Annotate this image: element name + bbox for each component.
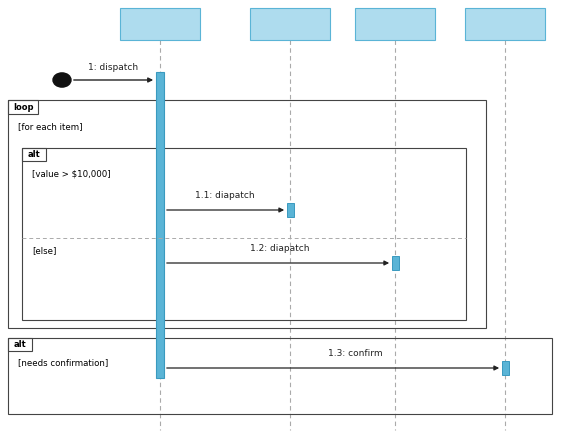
Text: alt: alt: [28, 150, 41, 159]
Bar: [502, 361, 509, 375]
Bar: [120, 8, 200, 40]
Text: Regular :
Distributor: Regular : Distributor: [371, 14, 419, 34]
Bar: [287, 203, 294, 217]
Bar: [465, 8, 545, 40]
Bar: [8, 338, 32, 351]
Bar: [8, 338, 552, 414]
Circle shape: [53, 73, 71, 87]
Text: 1.3: confirm: 1.3: confirm: [328, 349, 382, 358]
Bar: [355, 8, 435, 40]
Text: 1: dispatch: 1: dispatch: [88, 63, 138, 72]
Text: 1.2: diapatch: 1.2: diapatch: [250, 244, 310, 253]
Bar: [8, 100, 38, 114]
Text: [value > $10,000]: [value > $10,000]: [32, 170, 111, 179]
Bar: [250, 8, 330, 40]
Text: loop: loop: [13, 103, 33, 111]
Text: [for each item]: [for each item]: [18, 122, 82, 131]
Text: Careful :
Distributor: Careful : Distributor: [266, 14, 314, 34]
Bar: [8, 100, 486, 328]
Text: : Messenger: : Messenger: [478, 20, 532, 28]
Text: 1.1: diapatch: 1.1: diapatch: [195, 191, 255, 200]
Text: alt: alt: [14, 340, 27, 349]
Text: : Order: : Order: [144, 20, 176, 28]
Bar: [156, 72, 164, 378]
Bar: [22, 148, 466, 320]
Text: [else]: [else]: [32, 246, 56, 255]
Bar: [392, 256, 399, 270]
Bar: [22, 148, 46, 161]
Text: [needs confirmation]: [needs confirmation]: [18, 358, 108, 367]
